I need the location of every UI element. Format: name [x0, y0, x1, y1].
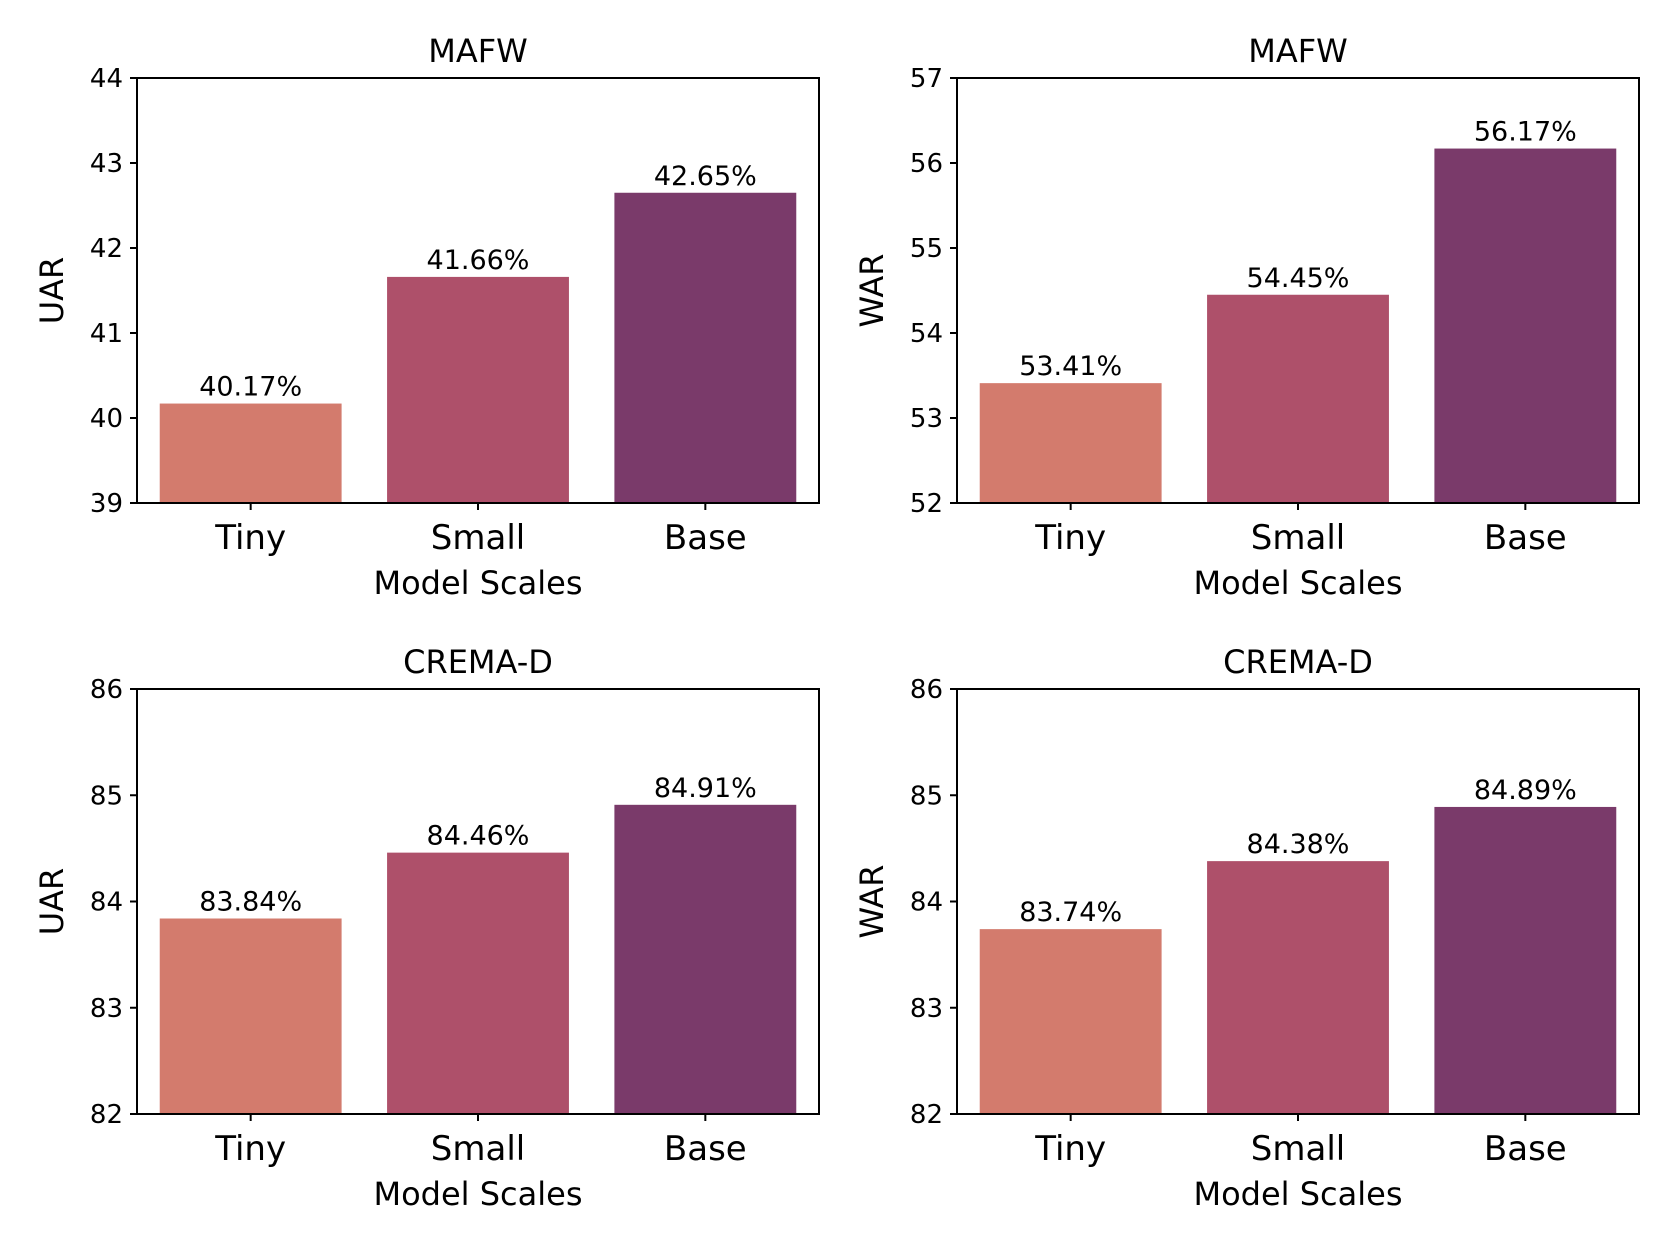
data-label: 53.41% — [1019, 351, 1122, 382]
chart-title: MAFW — [1248, 32, 1348, 70]
data-label: 84.91% — [654, 773, 757, 804]
plot-frame — [956, 77, 1640, 504]
y-axis-label: UAR — [33, 868, 71, 936]
y-tick-label: 39 — [90, 489, 123, 519]
bar-tiny — [979, 929, 1162, 1114]
y-tick-label: 83 — [910, 994, 943, 1024]
x-tick-label: Small — [431, 1129, 525, 1169]
bar-base — [1434, 148, 1617, 504]
x-tick-label: Base — [664, 1129, 747, 1169]
y-tick-label: 85 — [90, 781, 123, 811]
bar-tiny — [159, 403, 342, 503]
y-tick-label: 82 — [90, 1100, 123, 1130]
x-tick-label: Tiny — [214, 518, 286, 558]
data-label: 42.65% — [654, 161, 757, 192]
bar-small — [1207, 294, 1389, 503]
x-tick-label: Tiny — [214, 1129, 286, 1169]
x-tick-label: Base — [664, 518, 747, 558]
data-label: 84.89% — [1474, 775, 1577, 806]
bar-tiny — [979, 383, 1162, 503]
x-tick-label: Base — [1484, 1129, 1567, 1169]
subplot-2: 53.41% Tiny 54.45% Small 56.17% Base 52 53 54 55 5… — [853, 32, 1640, 602]
subplot-3: 83.84% Tiny 84.46% Small 84.91% Base 82 83 84 85 8… — [33, 643, 820, 1213]
y-tick-label: 53 — [910, 404, 943, 434]
x-axis-label: Model Scales — [373, 564, 582, 602]
y-tick-label: 85 — [910, 781, 943, 811]
data-label: 83.84% — [199, 887, 302, 918]
bar-base — [1434, 806, 1617, 1114]
y-tick-label: 83 — [90, 994, 123, 1024]
subplot-1: 40.17% Tiny 41.66% Small 42.65% Base 39 40 41 42 4… — [33, 32, 820, 602]
y-tick-label: 52 — [910, 489, 943, 519]
plot-frame — [136, 77, 820, 504]
y-axis-label: WAR — [853, 864, 891, 938]
x-axis-label: Model Scales — [1193, 564, 1402, 602]
y-tick-label: 40 — [90, 404, 123, 434]
data-label: 83.74% — [1019, 897, 1122, 928]
y-tick-label: 54 — [910, 319, 943, 349]
bar-base — [614, 192, 797, 503]
y-tick-label: 43 — [90, 149, 123, 179]
y-tick-label: 86 — [910, 675, 943, 705]
x-axis-label: Model Scales — [373, 1175, 582, 1213]
bar-small — [387, 852, 569, 1114]
y-tick-label: 44 — [90, 64, 123, 94]
y-tick-label: 86 — [90, 675, 123, 705]
chart-title: MAFW — [428, 32, 528, 70]
chart-title: CREMA-D — [1223, 643, 1373, 681]
data-label: 40.17% — [199, 372, 302, 403]
x-tick-label: Small — [431, 518, 525, 558]
y-tick-label: 57 — [910, 64, 943, 94]
y-tick-label: 82 — [910, 1100, 943, 1130]
x-tick-label: Small — [1251, 1129, 1345, 1169]
y-axis-label: WAR — [853, 253, 891, 327]
x-axis-label: Model Scales — [1193, 1175, 1402, 1213]
x-tick-label: Tiny — [1034, 518, 1106, 558]
y-axis-label: UAR — [33, 257, 71, 325]
bar-small — [1207, 861, 1389, 1114]
data-label: 84.38% — [1247, 829, 1350, 860]
y-tick-label: 84 — [90, 888, 123, 918]
subplot-4: 83.74% Tiny 84.38% Small 84.89% Base 82 83 84 85 8… — [853, 643, 1640, 1213]
data-label: 56.17% — [1474, 117, 1577, 148]
y-tick-label: 84 — [910, 888, 943, 918]
y-tick-label: 42 — [90, 234, 123, 264]
y-tick-label: 56 — [910, 149, 943, 179]
y-tick-label: 55 — [910, 234, 943, 264]
x-tick-label: Small — [1251, 518, 1345, 558]
data-label: 54.45% — [1247, 263, 1350, 294]
bar-tiny — [159, 918, 342, 1114]
y-tick-label: 41 — [90, 319, 123, 349]
bar-base — [614, 804, 797, 1114]
data-label: 41.66% — [427, 245, 530, 276]
chart-title: CREMA-D — [403, 643, 553, 681]
x-tick-label: Tiny — [1034, 1129, 1106, 1169]
x-tick-label: Base — [1484, 518, 1567, 558]
data-label: 84.46% — [427, 821, 530, 852]
bar-small — [387, 276, 569, 503]
